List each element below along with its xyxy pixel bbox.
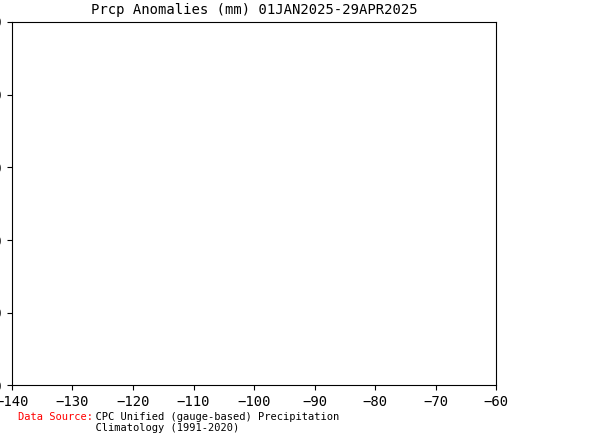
Text: Data Source:: Data Source: [18, 412, 93, 422]
Title: Prcp Anomalies (mm) 01JAN2025-29APR2025: Prcp Anomalies (mm) 01JAN2025-29APR2025 [91, 3, 417, 17]
Text: CPC Unified (gauge-based) Precipitation
  Climatology (1991-2020): CPC Unified (gauge-based) Precipitation … [83, 412, 339, 433]
